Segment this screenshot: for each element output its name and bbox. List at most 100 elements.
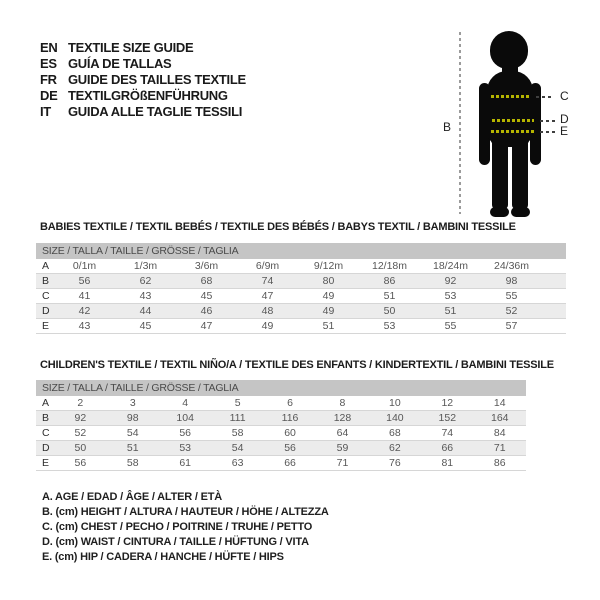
cell: 43 bbox=[115, 288, 176, 304]
cell: 9/12m bbox=[298, 259, 359, 274]
cell: 3 bbox=[106, 396, 159, 411]
cell: 51 bbox=[420, 303, 481, 319]
cell: 111 bbox=[211, 410, 264, 426]
table-row-a: A 0/1m 1/3m 3/6m 6/9m 9/12m 12/18m 18/24… bbox=[36, 259, 566, 274]
cell: 14 bbox=[473, 396, 526, 411]
cell: 50 bbox=[54, 440, 107, 456]
cell: 60 bbox=[263, 425, 317, 441]
waist-label: D bbox=[560, 112, 569, 126]
cell: 1/3m bbox=[115, 259, 176, 274]
cell: 80 bbox=[298, 273, 359, 289]
cell: 49 bbox=[298, 288, 359, 304]
cell: 140 bbox=[368, 410, 422, 426]
table-row-c: C 52 54 56 58 60 64 68 74 84 bbox=[36, 425, 526, 441]
cell: 5 bbox=[211, 396, 264, 411]
cell: 57 bbox=[481, 318, 542, 334]
hip-measure-dash bbox=[540, 131, 558, 133]
cell: 86 bbox=[473, 455, 526, 471]
babies-size-header: SIZE / TALLA / TAILLE / GRÖSSE / TAGLIA bbox=[36, 243, 566, 259]
cell: 41 bbox=[54, 288, 115, 304]
row-label: A bbox=[36, 259, 54, 274]
language-code: ES bbox=[40, 56, 57, 71]
cell: 46 bbox=[176, 303, 237, 319]
legend-item-age: A. AGE / EDAD / ÂGE / ALTER / ETÀ bbox=[42, 491, 223, 503]
cell: 52 bbox=[54, 425, 107, 441]
spacer-cell bbox=[542, 288, 566, 304]
chest-measure-line bbox=[491, 95, 529, 98]
silhouette-left-leg bbox=[492, 135, 508, 209]
legend-item-chest: C. (cm) CHEST / PECHO / POITRINE / TRUHE… bbox=[42, 521, 313, 533]
row-label: C bbox=[36, 288, 54, 304]
cell: 49 bbox=[298, 303, 359, 319]
row-label: C bbox=[36, 425, 55, 441]
cell: 4 bbox=[158, 396, 212, 411]
cell: 53 bbox=[420, 288, 481, 304]
measure-legend: A. AGE / EDAD / ÂGE / ALTER / ETÀ B. (cm… bbox=[42, 490, 329, 565]
language-title: TEXTILE SIZE GUIDE bbox=[68, 40, 194, 55]
cell: 84 bbox=[473, 425, 526, 441]
cell: 116 bbox=[263, 410, 317, 426]
children-table-title: CHILDREN'S TEXTILE / TEXTIL NIÑO/A / TEX… bbox=[40, 359, 554, 371]
table-row-a: A 2 3 4 5 6 8 10 12 14 bbox=[36, 396, 526, 411]
language-code: EN bbox=[40, 40, 58, 55]
row-label: E bbox=[36, 455, 55, 471]
language-code: DE bbox=[40, 88, 58, 103]
cell: 2 bbox=[54, 396, 107, 411]
cell: 58 bbox=[211, 425, 264, 441]
cell: 63 bbox=[211, 455, 264, 471]
child-silhouette bbox=[479, 31, 541, 217]
silhouette-right-foot bbox=[511, 207, 530, 217]
language-code: IT bbox=[40, 104, 51, 119]
cell: 45 bbox=[115, 318, 176, 334]
cell: 49 bbox=[237, 318, 298, 334]
cell: 53 bbox=[359, 318, 420, 334]
language-code: FR bbox=[40, 72, 57, 87]
cell: 0/1m bbox=[54, 259, 115, 274]
cell: 92 bbox=[420, 273, 481, 289]
language-list: EN TEXTILE SIZE GUIDE ES GUÍA DE TALLAS … bbox=[40, 40, 246, 120]
cell: 44 bbox=[115, 303, 176, 319]
silhouette-right-leg bbox=[512, 135, 528, 209]
cell: 68 bbox=[176, 273, 237, 289]
waist-measure-line bbox=[492, 119, 534, 122]
cell: 59 bbox=[316, 440, 369, 456]
cell: 64 bbox=[316, 425, 369, 441]
children-size-header: SIZE / TALLA / TAILLE / GRÖSSE / TAGLIA bbox=[36, 380, 526, 396]
cell: 51 bbox=[298, 318, 359, 334]
legend-item-hip: E. (cm) HIP / CADERA / HANCHE / HÜFTE / … bbox=[42, 551, 284, 563]
cell: 24/36m bbox=[481, 259, 542, 274]
row-label: B bbox=[36, 410, 55, 426]
height-label: B bbox=[443, 120, 452, 134]
cell: 62 bbox=[115, 273, 176, 289]
hip-label: E bbox=[560, 124, 569, 138]
cell: 71 bbox=[316, 455, 369, 471]
cell: 81 bbox=[421, 455, 474, 471]
cell: 18/24m bbox=[420, 259, 481, 274]
cell: 10 bbox=[368, 396, 422, 411]
cell: 98 bbox=[481, 273, 542, 289]
language-row-fr: FR GUIDE DES TAILLES TEXTILE bbox=[40, 72, 246, 88]
silhouette-left-foot bbox=[490, 207, 509, 217]
cell: 47 bbox=[237, 288, 298, 304]
cell: 54 bbox=[211, 440, 264, 456]
cell: 152 bbox=[421, 410, 474, 426]
cell: 76 bbox=[368, 455, 422, 471]
table-row-e: E 56 58 61 63 66 71 76 81 86 bbox=[36, 455, 526, 471]
table-row-c: C 41 43 45 47 49 51 53 55 bbox=[36, 288, 566, 304]
table-row-e: E 43 45 47 49 51 53 55 57 bbox=[36, 318, 566, 334]
cell: 52 bbox=[481, 303, 542, 319]
legend-item-height: B. (cm) HEIGHT / ALTURA / HAUTEUR / HÖHE… bbox=[42, 506, 329, 518]
cell: 55 bbox=[420, 318, 481, 334]
spacer-cell bbox=[542, 273, 566, 289]
spacer-cell bbox=[542, 318, 566, 334]
children-table: SIZE / TALLA / TAILLE / GRÖSSE / TAGLIA … bbox=[36, 380, 526, 471]
cell: 12 bbox=[421, 396, 474, 411]
row-label: D bbox=[36, 440, 55, 456]
cell: 62 bbox=[368, 440, 422, 456]
cell: 6/9m bbox=[237, 259, 298, 274]
spacer-cell bbox=[542, 303, 566, 319]
cell: 66 bbox=[263, 455, 317, 471]
language-title: GUÍA DE TALLAS bbox=[68, 56, 172, 71]
cell: 51 bbox=[359, 288, 420, 304]
chest-measure-dash bbox=[536, 96, 554, 98]
